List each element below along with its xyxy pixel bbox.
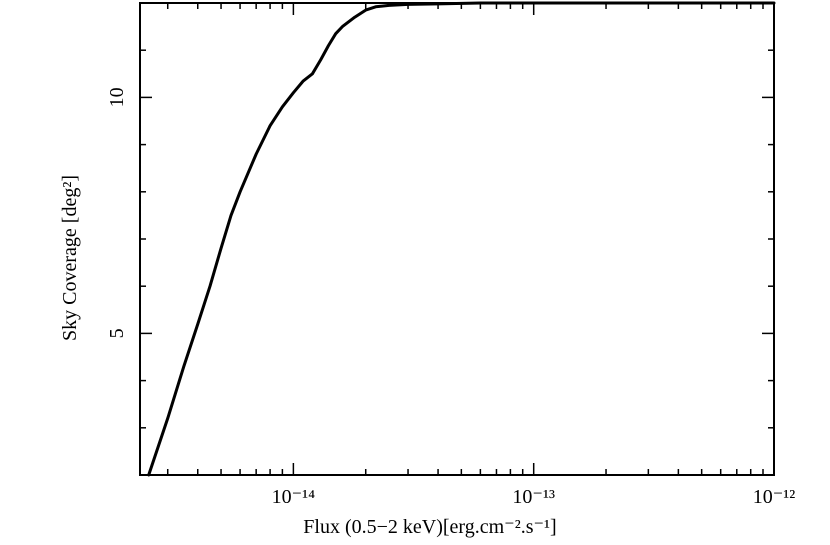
x-tick-label: 10⁻¹⁴ [272, 486, 316, 508]
y-tick-label: 10 [106, 87, 128, 107]
y-axis-label: Sky Coverage [deg²] [59, 175, 81, 341]
sky-coverage-curve [147, 1, 776, 477]
x-tick-label: 10⁻¹² [753, 486, 796, 508]
x-tick-labels: 10⁻¹⁴ 10⁻¹³ 10⁻¹² [272, 486, 796, 508]
y-tick-label: 5 [106, 328, 128, 338]
x-axis-label: Flux (0.5−2 keV)[erg.cm⁻².s⁻¹] [303, 516, 556, 538]
plot-frame [139, 2, 775, 476]
x-tick-label: 10⁻¹³ [512, 486, 555, 508]
axis-ticks [140, 2, 775, 476]
y-tick-labels: 5 10 [106, 87, 128, 338]
